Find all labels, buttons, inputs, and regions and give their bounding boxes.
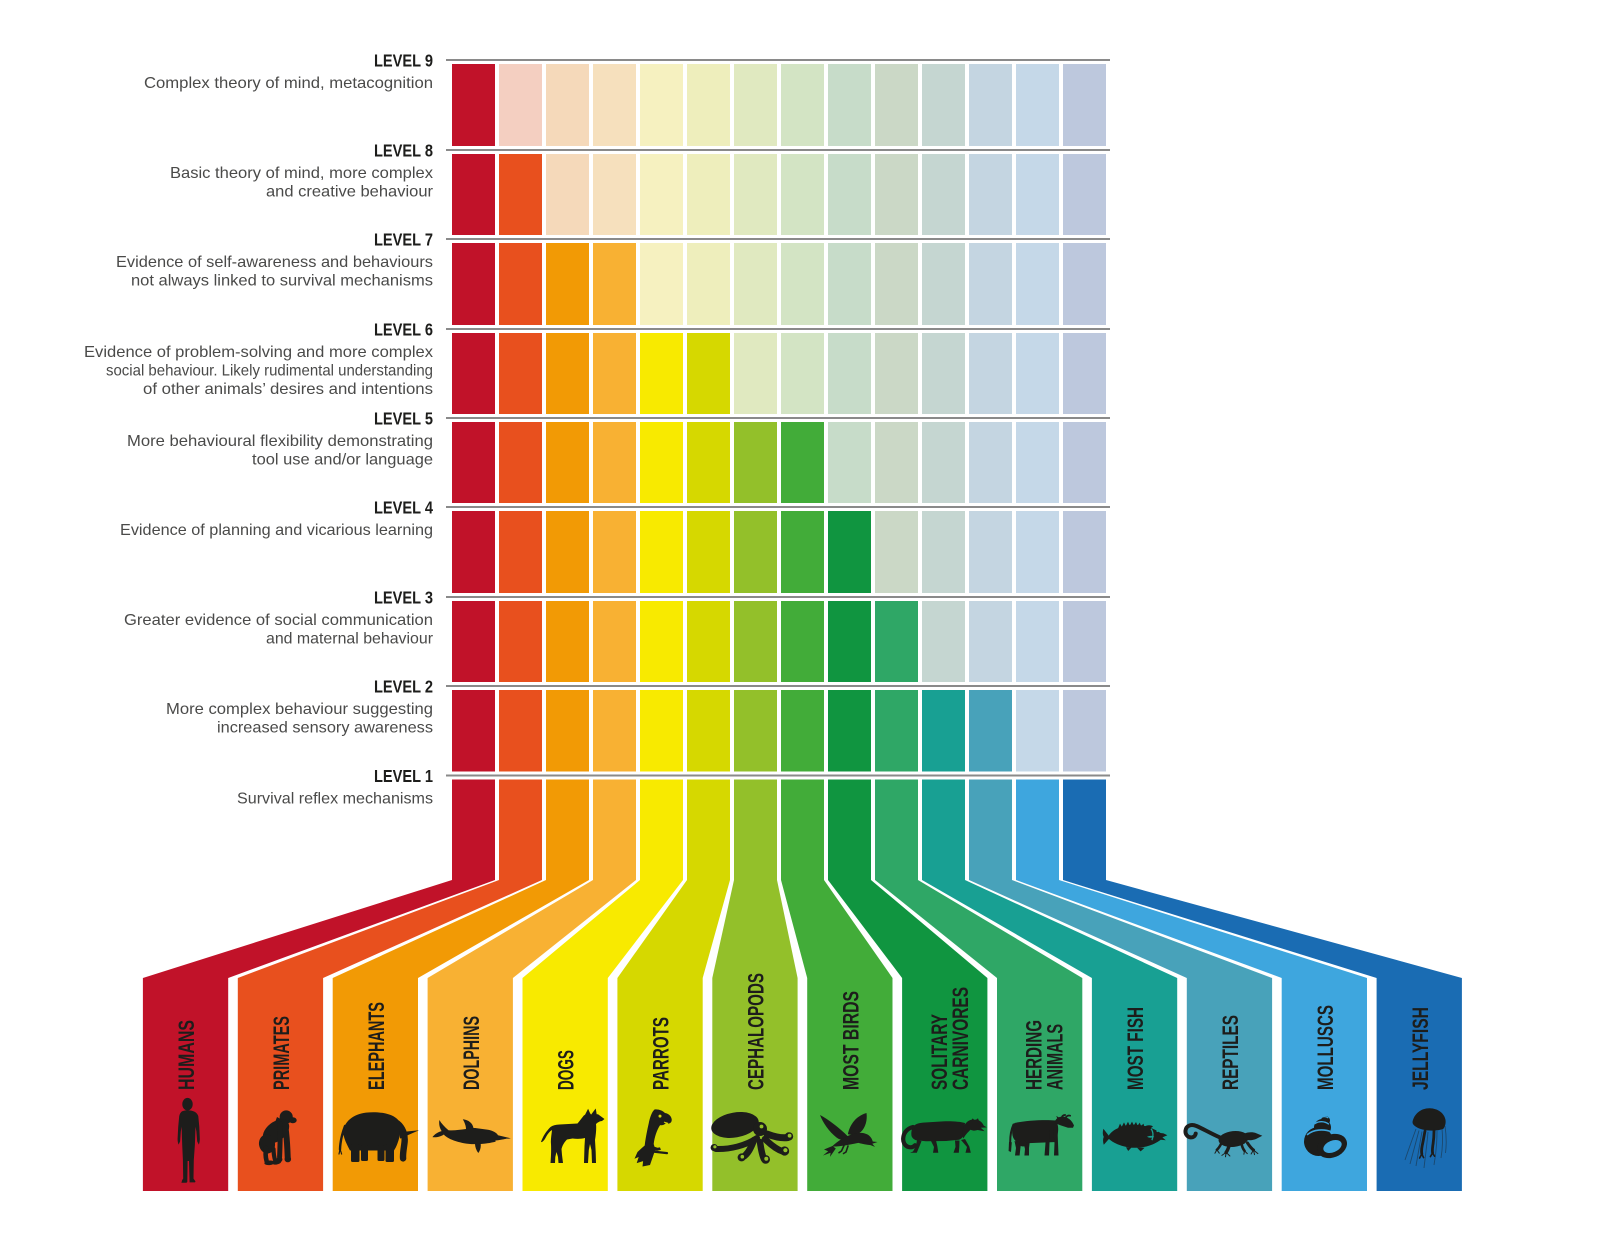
svg-text:JELLYFISH: JELLYFISH — [1408, 1007, 1433, 1090]
svg-text:PRIMATES: PRIMATES — [269, 1016, 294, 1090]
svg-text:LEVEL 6: LEVEL 6 — [374, 319, 433, 339]
svg-text:LEVEL 3: LEVEL 3 — [374, 587, 433, 607]
svg-text:MOST BIRDS: MOST BIRDS — [838, 991, 863, 1090]
svg-text:More complex behaviour suggest: More complex behaviour suggesting — [166, 701, 433, 718]
svg-text:Evidence of problem-solving an: Evidence of problem-solving and more com… — [84, 344, 433, 361]
svg-text:ANIMALS: ANIMALS — [1043, 1024, 1068, 1090]
svg-text:LEVEL 1: LEVEL 1 — [374, 766, 433, 786]
svg-text:MOST FISH: MOST FISH — [1123, 1007, 1148, 1090]
svg-text:Evidence of planning and vicar: Evidence of planning and vicarious learn… — [120, 522, 433, 539]
svg-text:DOLPHINS: DOLPHINS — [459, 1016, 484, 1090]
svg-text:LEVEL 2: LEVEL 2 — [374, 676, 433, 696]
svg-text:ELEPHANTS: ELEPHANTS — [364, 1002, 389, 1090]
svg-text:CEPHALOPODS: CEPHALOPODS — [744, 973, 769, 1090]
svg-text:SOLITARY: SOLITARY — [927, 1014, 952, 1090]
svg-text:HERDING: HERDING — [1022, 1020, 1047, 1090]
svg-text:PARROTS: PARROTS — [649, 1017, 674, 1090]
svg-text:LEVEL 8: LEVEL 8 — [374, 140, 433, 160]
svg-text:LEVEL 9: LEVEL 9 — [374, 50, 433, 70]
svg-text:LEVEL 7: LEVEL 7 — [374, 229, 433, 249]
svg-text:not always linked to survival: not always linked to survival mechanisms — [131, 273, 433, 290]
svg-text:LEVEL 5: LEVEL 5 — [374, 408, 433, 428]
svg-text:CARNIVORES: CARNIVORES — [948, 987, 973, 1090]
svg-text:HUMANS: HUMANS — [174, 1020, 199, 1090]
svg-text:Greater evidence of social com: Greater evidence of social communication — [124, 612, 433, 629]
svg-text:Evidence of self-awareness and: Evidence of self-awareness and behaviour… — [116, 254, 433, 271]
svg-text:More behavioural flexibility d: More behavioural flexibility demonstrati… — [127, 433, 433, 450]
svg-text:social behaviour. Likely rudim: social behaviour. Likely rudimental unde… — [106, 363, 433, 380]
svg-text:REPTILES: REPTILES — [1218, 1015, 1243, 1090]
svg-text:Complex theory of mind, metaco: Complex theory of mind, metacognition — [144, 75, 433, 92]
svg-text:Basic theory of mind, more com: Basic theory of mind, more complex — [170, 165, 433, 182]
svg-text:of other animals’ desires and: of other animals’ desires and intentions — [143, 381, 433, 398]
svg-text:LEVEL 4: LEVEL 4 — [374, 497, 433, 517]
svg-text:and maternal behaviour: and maternal behaviour — [266, 631, 434, 648]
svg-text:tool use and/or language: tool use and/or language — [252, 452, 433, 469]
svg-text:MOLLUSCS: MOLLUSCS — [1313, 1005, 1338, 1090]
svg-text:and creative behaviour: and creative behaviour — [266, 184, 434, 201]
svg-text:Survival reflex mechanisms: Survival reflex mechanisms — [237, 791, 433, 808]
svg-text:DOGS: DOGS — [554, 1050, 579, 1090]
svg-text:increased sensory awareness: increased sensory awareness — [217, 720, 433, 737]
